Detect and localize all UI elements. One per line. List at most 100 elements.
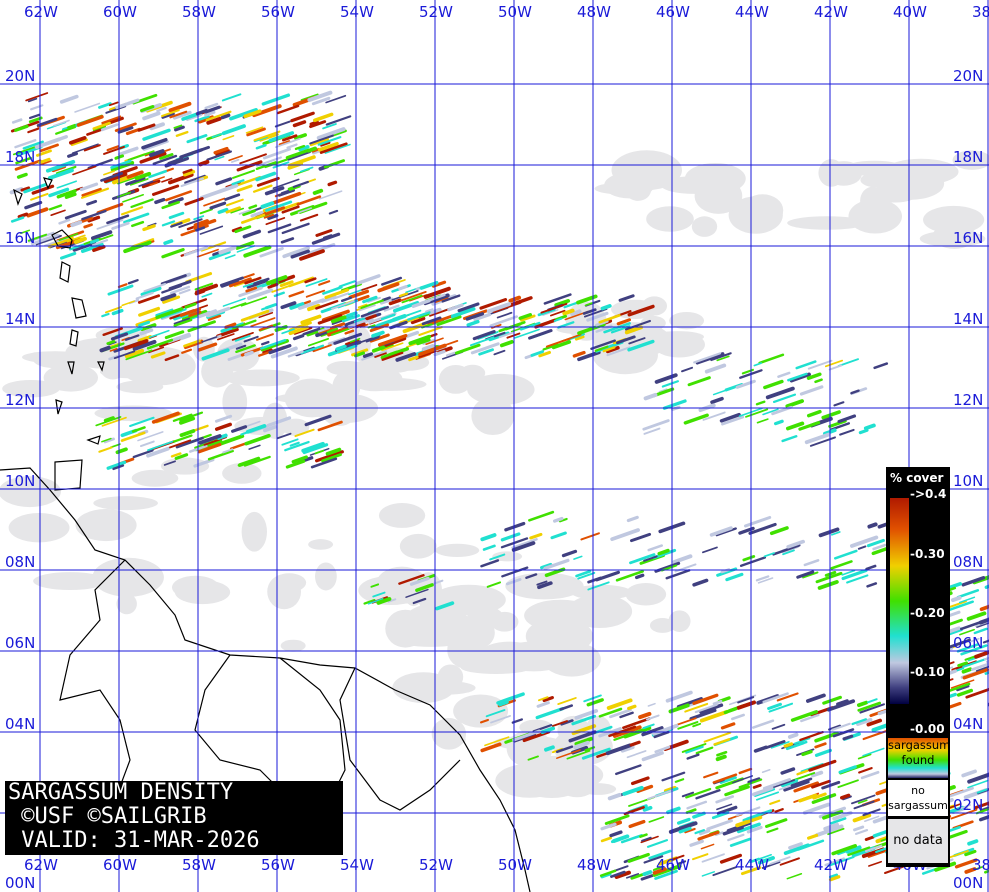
sargassum-patch	[211, 127, 238, 139]
no-data-blob	[741, 194, 784, 227]
sargassum-patch	[354, 317, 365, 324]
sargassum-patch	[799, 730, 824, 742]
sargassum-patch	[206, 116, 222, 125]
sargassum-patch	[693, 352, 722, 364]
sargassum-patch	[867, 848, 890, 858]
sargassum-patch	[614, 870, 631, 879]
sargassum-patch	[767, 702, 782, 710]
sargassum-patch	[112, 464, 125, 471]
sargassum-patch	[228, 302, 247, 310]
sargassum-patch	[974, 801, 989, 810]
sargassum-patch	[978, 814, 989, 822]
sargassum-patch	[480, 742, 502, 753]
sargassum-patch	[866, 582, 878, 588]
sargassum-patch	[281, 328, 295, 335]
sargassum-patch	[716, 355, 730, 362]
sargassum-patch	[609, 708, 632, 719]
sargassum-patch	[252, 104, 282, 118]
sargassum-patch	[160, 293, 177, 302]
sargassum-patch	[852, 813, 872, 823]
sargassum-patch	[302, 443, 329, 455]
sargassum-patch	[838, 765, 857, 774]
sargassum-patch	[398, 292, 409, 298]
sargassum-patch	[807, 359, 833, 370]
sargassum-patch	[627, 339, 655, 352]
sargassum-patch	[967, 839, 979, 846]
sargassum-patch	[815, 571, 843, 584]
sargassum-patch	[290, 111, 315, 123]
map-title: SARGASSUM DENSITY	[8, 780, 234, 805]
sargassum-patch	[678, 826, 692, 834]
sargassum-patch	[267, 213, 279, 220]
sargassum-patch	[117, 191, 132, 198]
sargassum-patch	[626, 515, 639, 523]
sargassum-patch	[608, 725, 637, 738]
sargassum-patch	[783, 742, 794, 748]
sargassum-patch	[109, 347, 118, 352]
sargassum-patch	[504, 322, 522, 331]
color-legend: % cover ->0.4 -0.30 -0.20 -0.10 -0.00 sa…	[886, 467, 950, 867]
sargassum-patch	[89, 238, 100, 244]
latitude-label-right: 06N	[953, 634, 984, 652]
sargassum-patch	[808, 759, 837, 772]
sargassum-patch	[841, 569, 856, 576]
sargassum-patch	[309, 137, 329, 147]
sargassum-patch	[184, 197, 204, 206]
sargassum-patch	[699, 703, 724, 715]
sargassum-patch	[110, 159, 132, 169]
sargassum-patch	[498, 700, 509, 707]
sargassum-patch	[695, 789, 721, 800]
no-data-blob	[860, 172, 895, 188]
sargassum-patch	[311, 147, 321, 153]
sargassum-patch	[410, 316, 426, 325]
sargassum-patch	[124, 348, 145, 359]
sargassum-patch	[400, 290, 427, 302]
sargassum-patch	[762, 692, 789, 704]
sargassum-patch	[374, 352, 387, 358]
sargassum-patch	[950, 679, 975, 689]
sargassum-patch	[234, 225, 252, 234]
sargassum-patch	[372, 591, 386, 598]
sargassum-patch	[408, 355, 419, 362]
sargassum-patch	[14, 124, 29, 132]
sargassum-patch	[712, 699, 723, 706]
sargassum-patch	[399, 309, 422, 319]
sargassum-patch	[833, 401, 845, 407]
sargassum-patch	[638, 711, 652, 720]
sargassum-patch	[732, 775, 754, 784]
sargassum-patch	[641, 726, 664, 737]
sargassum-patch	[777, 371, 791, 378]
sargassum-patch	[243, 245, 272, 258]
sargassum-patch	[837, 845, 862, 856]
sargassum-patch	[222, 448, 234, 454]
sargassum-patch	[731, 713, 745, 721]
sargassum-patch	[328, 209, 339, 215]
sargassum-patch	[161, 200, 180, 210]
sargassum-patch	[259, 247, 284, 258]
sargassum-patch	[30, 104, 44, 111]
sargassum-patch	[663, 785, 677, 793]
sargassum-patch	[575, 569, 592, 578]
sargassum-patch	[857, 799, 868, 804]
sargassum-patch	[160, 274, 187, 286]
sargassum-patch	[207, 449, 234, 461]
st-kitts	[13, 188, 23, 206]
longitude-label-top: 50W	[498, 3, 532, 21]
sargassum-patch	[331, 300, 355, 310]
sargassum-patch	[358, 304, 376, 312]
sargassum-patch	[238, 209, 252, 215]
sargassum-patch	[706, 819, 733, 831]
sargassum-patch	[661, 380, 679, 388]
sargassum-patch	[325, 115, 352, 126]
sargassum-patch	[164, 330, 185, 340]
sargassum-patch	[344, 329, 355, 335]
sargassum-patch	[274, 120, 291, 128]
latitude-label-left: 08N	[5, 553, 36, 571]
sargassum-patch	[961, 667, 973, 674]
sargassum-patch	[473, 312, 492, 322]
sargassum-patch	[214, 422, 232, 431]
sargassum-patch	[818, 527, 840, 538]
sargassum-patch	[418, 343, 447, 357]
sargassum-patch	[757, 856, 775, 865]
sargassum-patch	[488, 331, 510, 342]
